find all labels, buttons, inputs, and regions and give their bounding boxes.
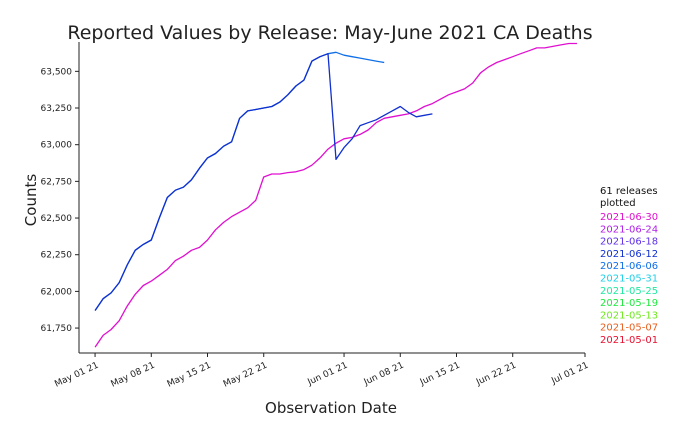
chart-title: Reported Values by Release: May-June 202… bbox=[67, 22, 592, 44]
legend-entry-7: 2021-05-19 bbox=[600, 298, 658, 309]
y-tick-label-7: 63,500 bbox=[41, 67, 73, 77]
x-axis-ticks: May 01 21 May 08 21 May 15 21 May 22 21 Jun … bbox=[53, 353, 590, 390]
y-tick-label-2: 62,250 bbox=[41, 251, 73, 261]
legend-entry-10: 2021-05-01 bbox=[600, 335, 658, 346]
legend-entry-1: 2021-06-24 bbox=[600, 224, 658, 235]
legend-entry-4: 2021-06-06 bbox=[600, 261, 658, 272]
x-tick-label-8: Jul 01 21 bbox=[549, 361, 590, 387]
legend-entry-5: 2021-05-31 bbox=[600, 274, 658, 285]
x-tick-label-0: May 01 21 bbox=[53, 361, 100, 390]
legend-entry-9: 2021-05-07 bbox=[600, 323, 658, 334]
legend-entry-0: 2021-06-30 bbox=[600, 212, 658, 223]
y-tick-label-3: 62,500 bbox=[41, 214, 73, 224]
y-tick-label-5: 63,000 bbox=[41, 141, 73, 151]
x-tick-label-5: Jun 08 21 bbox=[362, 361, 406, 389]
y-axis-ticks: 61,750 62,000 62,250 62,500 62,750 63,000 63,2… bbox=[41, 67, 79, 334]
legend-entry-3: 2021-06-12 bbox=[600, 249, 658, 260]
legend-entry-8: 2021-05-13 bbox=[600, 310, 658, 321]
x-tick-label-4: Jun 01 21 bbox=[305, 361, 349, 389]
legend-entry-6: 2021-05-25 bbox=[600, 286, 658, 297]
x-tick-label-3: May 22 21 bbox=[222, 361, 269, 390]
legend-entry-2: 2021-06-18 bbox=[600, 237, 658, 248]
x-tick-label-1: May 08 21 bbox=[110, 361, 157, 390]
x-tick-label-6: Jun 15 21 bbox=[418, 361, 462, 389]
series-line-2 bbox=[94, 53, 433, 311]
y-axis-label: Counts bbox=[22, 174, 40, 227]
y-tick-label-0: 61,750 bbox=[41, 324, 73, 334]
y-tick-label-4: 62,750 bbox=[41, 177, 73, 187]
x-axis-label: Observation Date bbox=[265, 399, 397, 417]
legend-title: 61 releases plotted bbox=[600, 186, 658, 209]
series-line-1 bbox=[94, 51, 385, 311]
series-line-0 bbox=[94, 42, 577, 348]
plot-area bbox=[94, 42, 577, 348]
y-tick-label-6: 63,250 bbox=[41, 104, 73, 114]
x-tick-label-7: Jun 22 21 bbox=[474, 361, 518, 389]
y-tick-label-1: 62,000 bbox=[41, 287, 73, 297]
x-tick-label-2: May 15 21 bbox=[166, 361, 213, 390]
